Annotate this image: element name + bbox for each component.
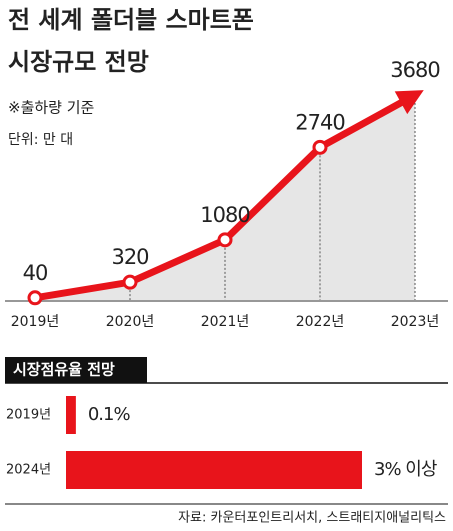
x-tick-label: 2022년 [296, 314, 345, 330]
value-label: 3680 [390, 58, 439, 82]
y-tick-label: 2019년 [6, 408, 51, 423]
point [312, 139, 328, 155]
subtitle: 시장규모 전망 [8, 48, 149, 76]
x-tick-label: 2023년 [391, 314, 440, 330]
unit: 단위: 만 대 [8, 132, 73, 148]
point [217, 232, 233, 248]
value-label: 320 [111, 245, 148, 269]
point [122, 274, 138, 290]
value-label: 0.1% [88, 404, 131, 425]
bar [66, 451, 362, 489]
bar [66, 396, 76, 434]
value-label: 3% 이상 [374, 459, 437, 480]
value-label: 2740 [295, 110, 344, 134]
x-tick-label: 2020년 [106, 314, 155, 330]
point [27, 290, 43, 306]
note: ※출하량 기준 [8, 99, 95, 117]
value-label: 1080 [200, 203, 249, 227]
x-tick-label: 2021년 [201, 314, 250, 330]
x-tick-label: 2019년 [11, 314, 60, 330]
value-label: 40 [23, 261, 48, 285]
arrow-head [394, 90, 424, 115]
section-title: 시장점유율 전망 [13, 361, 115, 379]
section-box [5, 357, 147, 383]
y-tick-label: 2024년 [6, 463, 51, 478]
source: 자료: 카운터포인트리서치, 스트래티지애널리틱스 [178, 511, 446, 526]
title: 전 세계 폴더블 스마트폰 [8, 6, 254, 34]
